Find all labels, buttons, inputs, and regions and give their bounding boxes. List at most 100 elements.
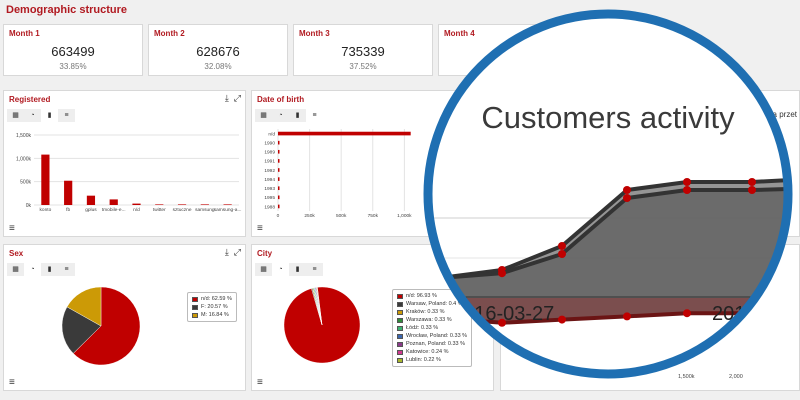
bar <box>109 199 118 205</box>
kpi-value: 735339 <box>341 44 385 59</box>
table-icon[interactable]: ▦ <box>260 112 267 119</box>
bar <box>278 204 280 209</box>
x-tick-label: konto <box>40 207 52 213</box>
bar <box>223 204 232 205</box>
pie-slice <box>66 286 102 327</box>
data-point <box>558 250 566 258</box>
legend-item[interactable]: n/d: 96.93 % <box>397 292 467 300</box>
legend-label: F: 20.57 % <box>201 304 228 310</box>
bar-chart-icon[interactable]: ≡ <box>64 112 69 119</box>
bar <box>86 195 96 205</box>
x-tick-label: samsung-a... <box>214 208 242 213</box>
kpi-label: Month 3 <box>299 29 330 38</box>
legend-label: Lublin: 0.22 % <box>406 357 441 363</box>
registered-panel: Registered ⤓ ⤢ ▦ ◔ ▮ ≡ 0k 500k 1,000k 1,500… <box>3 90 246 237</box>
legend-swatch <box>192 312 198 318</box>
legend-label: Kraków: 0.33 % <box>406 309 445 315</box>
bar-chart-icon[interactable]: ≡ <box>64 266 69 273</box>
legend-swatch <box>397 357 403 363</box>
pie-chart-icon[interactable]: ◔ <box>278 112 283 119</box>
hamburger-menu-icon[interactable]: ≡ <box>9 223 15 234</box>
bar <box>278 149 280 154</box>
legend-item[interactable]: Warsaw, Poland: 0.4 % <box>397 300 467 308</box>
legend-item[interactable]: Kraków: 0.33 % <box>397 308 467 316</box>
kpi-percent: 33.85% <box>59 62 87 71</box>
legend-label: n/d: 96.93 % <box>406 293 437 299</box>
x-tick-label: sztuczne <box>173 207 192 213</box>
legend-label: Poznan, Poland: 0.33 % <box>406 341 466 347</box>
legend-label: Łódź: 0.33 % <box>406 325 439 331</box>
column-chart-icon[interactable]: ▮ <box>47 266 52 273</box>
legend-swatch <box>397 349 403 355</box>
bar <box>200 204 209 205</box>
chart-type-toolbar: ▦ ◔ ▮ ≡ <box>7 263 75 276</box>
kpi-value: 628676 <box>196 44 240 59</box>
download-icon[interactable]: ⤓ <box>224 93 229 103</box>
y-tick-label: 0k <box>26 203 32 209</box>
legend-swatch <box>192 296 198 302</box>
magnifier-ring <box>423 9 793 379</box>
kpi-percent: 37.52% <box>349 62 377 71</box>
data-point <box>748 186 756 194</box>
legend-item[interactable]: Łódź: 0.33 % <box>397 324 467 332</box>
expand-icon[interactable]: ⤢ <box>233 247 241 257</box>
area-fill <box>440 188 788 298</box>
kpi-card-month-2: Month 2 628676 32.08% <box>148 24 288 76</box>
bottom-strip <box>0 394 800 400</box>
kpi-label: Month 4 <box>444 29 475 38</box>
column-chart-icon[interactable]: ▮ <box>295 112 300 119</box>
sex-pie-chart <box>61 286 141 366</box>
download-icon[interactable]: ⤓ <box>224 247 229 257</box>
legend-item[interactable]: Lublin: 0.22 % <box>397 356 467 364</box>
hamburger-menu-icon[interactable]: ≡ <box>257 377 263 388</box>
pie-slice <box>61 306 102 354</box>
expand-icon[interactable]: ⤢ <box>233 93 241 103</box>
y-tick-label: 1989 <box>264 150 275 156</box>
x-tick-label: tmobile-e... <box>102 207 126 213</box>
legend-item[interactable]: Katowice: 0.24 % <box>397 348 467 356</box>
chart-type-toolbar: ▦ ◔ ▮ ≡ <box>255 109 323 122</box>
hamburger-menu-icon[interactable]: ≡ <box>9 377 15 388</box>
kpi-card-month-3: Month 3 735339 37.52% <box>293 24 433 76</box>
kpi-label: Month 2 <box>154 29 185 38</box>
column-chart-icon[interactable]: ▮ <box>41 109 58 122</box>
table-icon[interactable]: ▦ <box>12 266 19 273</box>
hamburger-menu-icon[interactable]: ≡ <box>257 223 263 234</box>
bar <box>278 140 280 145</box>
kpi-card-month-1: Month 1 663499 33.85% <box>3 24 143 76</box>
table-icon[interactable]: ▦ <box>260 266 267 273</box>
bar-chart-icon[interactable]: ≡ <box>312 266 317 273</box>
x-tick-label: n/d <box>133 207 140 213</box>
x-tick-label: 1,000k <box>397 213 412 219</box>
x-tick-label: samsung <box>195 208 215 213</box>
pie-slice <box>72 286 141 366</box>
city-pie-chart <box>283 286 361 364</box>
legend-item[interactable]: n/d: 62.59 % <box>192 295 232 303</box>
bar <box>64 180 73 205</box>
city-legend: n/d: 96.93 % Warsaw, Poland: 0.4 % Kraków:… <box>392 289 473 367</box>
pie-slice <box>316 287 323 326</box>
sex-panel: Sex ⤓ ⤢ ▦ ◔ ▮ ≡ n/d: 62.59 % F: 20.57 % M:… <box>3 244 246 391</box>
series-line <box>439 186 788 280</box>
panel-title: Sex <box>9 249 24 258</box>
y-tick-label: 1991 <box>264 159 275 165</box>
bar-chart-icon[interactable]: ≡ <box>306 109 323 122</box>
pie-chart-icon[interactable]: ◔ <box>24 263 41 276</box>
pie-chart-icon[interactable]: ◔ <box>30 112 35 119</box>
column-chart-icon[interactable]: ▮ <box>295 266 300 273</box>
data-point <box>623 312 631 321</box>
x-tick-label: gplus <box>85 207 97 213</box>
legend-label: M: 16.84 % <box>201 312 229 318</box>
axis-tick-label: 2,000 <box>729 374 743 380</box>
pie-chart-icon[interactable]: ◔ <box>272 263 289 276</box>
legend-item[interactable]: Warszawa: 0.33 % <box>397 316 467 324</box>
bar <box>278 177 280 181</box>
table-icon[interactable]: ▦ <box>12 112 19 119</box>
data-point <box>623 194 631 202</box>
legend-item[interactable]: Wrocław, Poland: 0.33 % <box>397 332 467 340</box>
legend-item[interactable]: M: 16.84 % <box>192 311 232 319</box>
data-point <box>498 269 506 278</box>
legend-item[interactable]: F: 20.57 % <box>192 303 232 311</box>
legend-item[interactable]: Poznan, Poland: 0.33 % <box>397 340 467 348</box>
chart-type-toolbar: ▦ ◔ ▮ ≡ <box>255 263 323 276</box>
